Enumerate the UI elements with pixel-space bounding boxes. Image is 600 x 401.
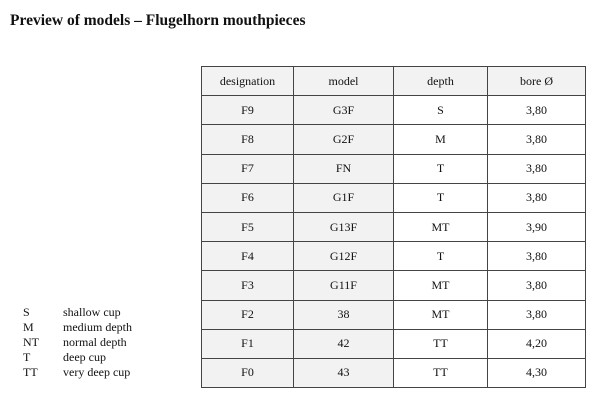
legend-description: very deep cup (63, 365, 131, 379)
column-header: model (293, 65, 394, 97)
model-cell: 38 (293, 299, 394, 330)
depth-cell: T (393, 241, 488, 272)
column-header: depth (393, 65, 488, 97)
designation-cell: F5 (201, 211, 294, 243)
legend-key: NT (23, 335, 39, 349)
column-header: bore Ø (487, 65, 586, 97)
table-row: F5 G13F MT 3,90 (201, 211, 586, 243)
table-row: F6 G1F T 3,80 (201, 182, 586, 213)
model-cell: 43 (293, 357, 394, 389)
depth-cell: M (393, 124, 488, 155)
bore-cell: 3,80 (487, 182, 586, 213)
legend-description: medium depth (63, 320, 132, 334)
designation-cell: F1 (201, 328, 294, 359)
bore-cell: 3,80 (487, 241, 586, 272)
table-row: F1 42 TT 4,20 (201, 328, 586, 359)
bore-cell: 3,80 (487, 299, 586, 330)
bore-cell: 4,20 (487, 328, 586, 359)
designation-cell: F9 (201, 95, 294, 126)
table-row: F2 38 MT 3,80 (201, 299, 586, 330)
table-header-row: designation model depth bore Ø (201, 65, 586, 97)
depth-cell: MT (393, 299, 488, 330)
legend-item: TT very deep cup (23, 365, 132, 380)
table-row: F8 G2F M 3,80 (201, 124, 586, 155)
legend-key: M (23, 320, 34, 334)
models-table: designation model depth bore Ø F9 G3F S 3,80 F8… (201, 65, 586, 389)
depth-cell: MT (393, 270, 488, 301)
table-row: F7 FN T 3,80 (201, 153, 586, 184)
legend-description: normal depth (63, 335, 127, 349)
bore-cell: 3,80 (487, 270, 586, 301)
model-cell: G1F (293, 182, 394, 213)
legend-key: T (23, 350, 31, 364)
depth-cell: T (393, 182, 488, 213)
model-cell: G13F (293, 211, 394, 243)
column-header: designation (201, 65, 294, 97)
legend-description: shallow cup (63, 305, 121, 319)
legend-key: TT (23, 365, 38, 379)
depth-cell: S (393, 95, 488, 126)
model-cell: G12F (293, 241, 394, 272)
legend-key: S (23, 305, 30, 319)
designation-cell: F8 (201, 124, 294, 155)
legend-item: NT normal depth (23, 335, 132, 350)
designation-cell: F7 (201, 153, 294, 184)
designation-cell: F2 (201, 299, 294, 330)
depth-cell: TT (393, 328, 488, 359)
model-cell: FN (293, 153, 394, 184)
bore-cell: 3,80 (487, 124, 586, 155)
designation-cell: F4 (201, 241, 294, 272)
page-title: Preview of models – Flugelhorn mouthpiec… (10, 12, 306, 29)
designation-cell: F6 (201, 182, 294, 213)
depth-cell: TT (393, 357, 488, 389)
designation-cell: F3 (201, 270, 294, 301)
bore-cell: 3,90 (487, 211, 586, 243)
model-cell: 42 (293, 328, 394, 359)
table-row: F9 G3F S 3,80 (201, 95, 586, 126)
designation-cell: F0 (201, 357, 294, 389)
model-cell: G11F (293, 270, 394, 301)
model-cell: G2F (293, 124, 394, 155)
table-row: F4 G12F T 3,80 (201, 241, 586, 272)
bore-cell: 3,80 (487, 153, 586, 184)
table-row: F0 43 TT 4,30 (201, 357, 586, 389)
model-cell: G3F (293, 95, 394, 126)
bore-cell: 4,30 (487, 357, 586, 389)
table-row: F3 G11F MT 3,80 (201, 270, 586, 301)
legend-description: deep cup (63, 350, 106, 364)
depth-cell: T (393, 153, 488, 184)
depth-cell: MT (393, 211, 488, 243)
bore-cell: 3,80 (487, 95, 586, 126)
